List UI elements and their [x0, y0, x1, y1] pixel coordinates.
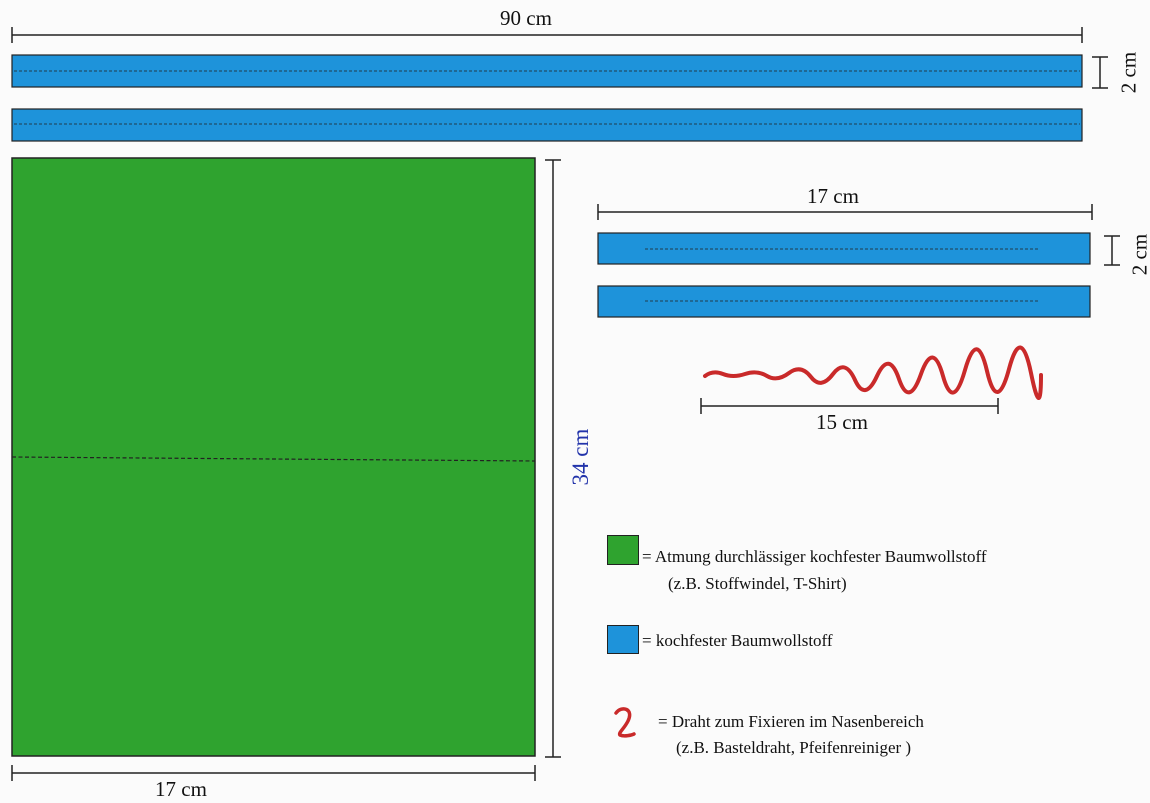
blue-square-icon: [607, 625, 639, 654]
legend-green-note: (z.B. Stoffwindel, T-Shirt): [668, 574, 847, 593]
wire-squiggle: [703, 345, 1043, 400]
green-square-icon: [607, 535, 639, 565]
long-strip-length-label: 90 cm: [500, 6, 552, 30]
long-strip-bottom: [11, 108, 1083, 142]
panel-width-label: 17 cm: [155, 777, 207, 801]
short-strip-top: [597, 232, 1091, 265]
long-strip-width-bracket: [1092, 56, 1108, 89]
short-strip-bottom: [597, 285, 1091, 318]
wire-squiggle-icon: [614, 707, 636, 738]
legend-green-text: = Atmung durchlässiger kochfester Baumwo…: [642, 547, 987, 566]
wire-length-dimension-line: [700, 398, 999, 414]
legend-blue-text: = kochfester Baumwollstoff: [642, 631, 833, 650]
long-strip-width-label: 2 cm: [1116, 51, 1141, 94]
green-fabric-panel: [11, 157, 536, 757]
legend-wire-note: (z.B. Basteldraht, Pfeifenreiniger ): [676, 738, 912, 757]
wire-length-label: 15 cm: [816, 410, 868, 434]
panel-height-label: 34 cm: [568, 428, 593, 486]
short-strip-dimension-line: [597, 204, 1093, 220]
legend-wire-text: = Draht zum Fixieren im Nasenbereich: [658, 712, 924, 731]
panel-height-dimension-line: [545, 159, 561, 758]
short-strip-length-label: 17 cm: [807, 184, 859, 208]
panel-fold-line: [11, 456, 536, 462]
short-strip-width-label: 2 cm: [1127, 233, 1150, 276]
short-strip-width-bracket: [1104, 235, 1120, 266]
panel-width-dimension-line: [11, 765, 536, 781]
long-strip-dimension-line: [11, 27, 1083, 43]
